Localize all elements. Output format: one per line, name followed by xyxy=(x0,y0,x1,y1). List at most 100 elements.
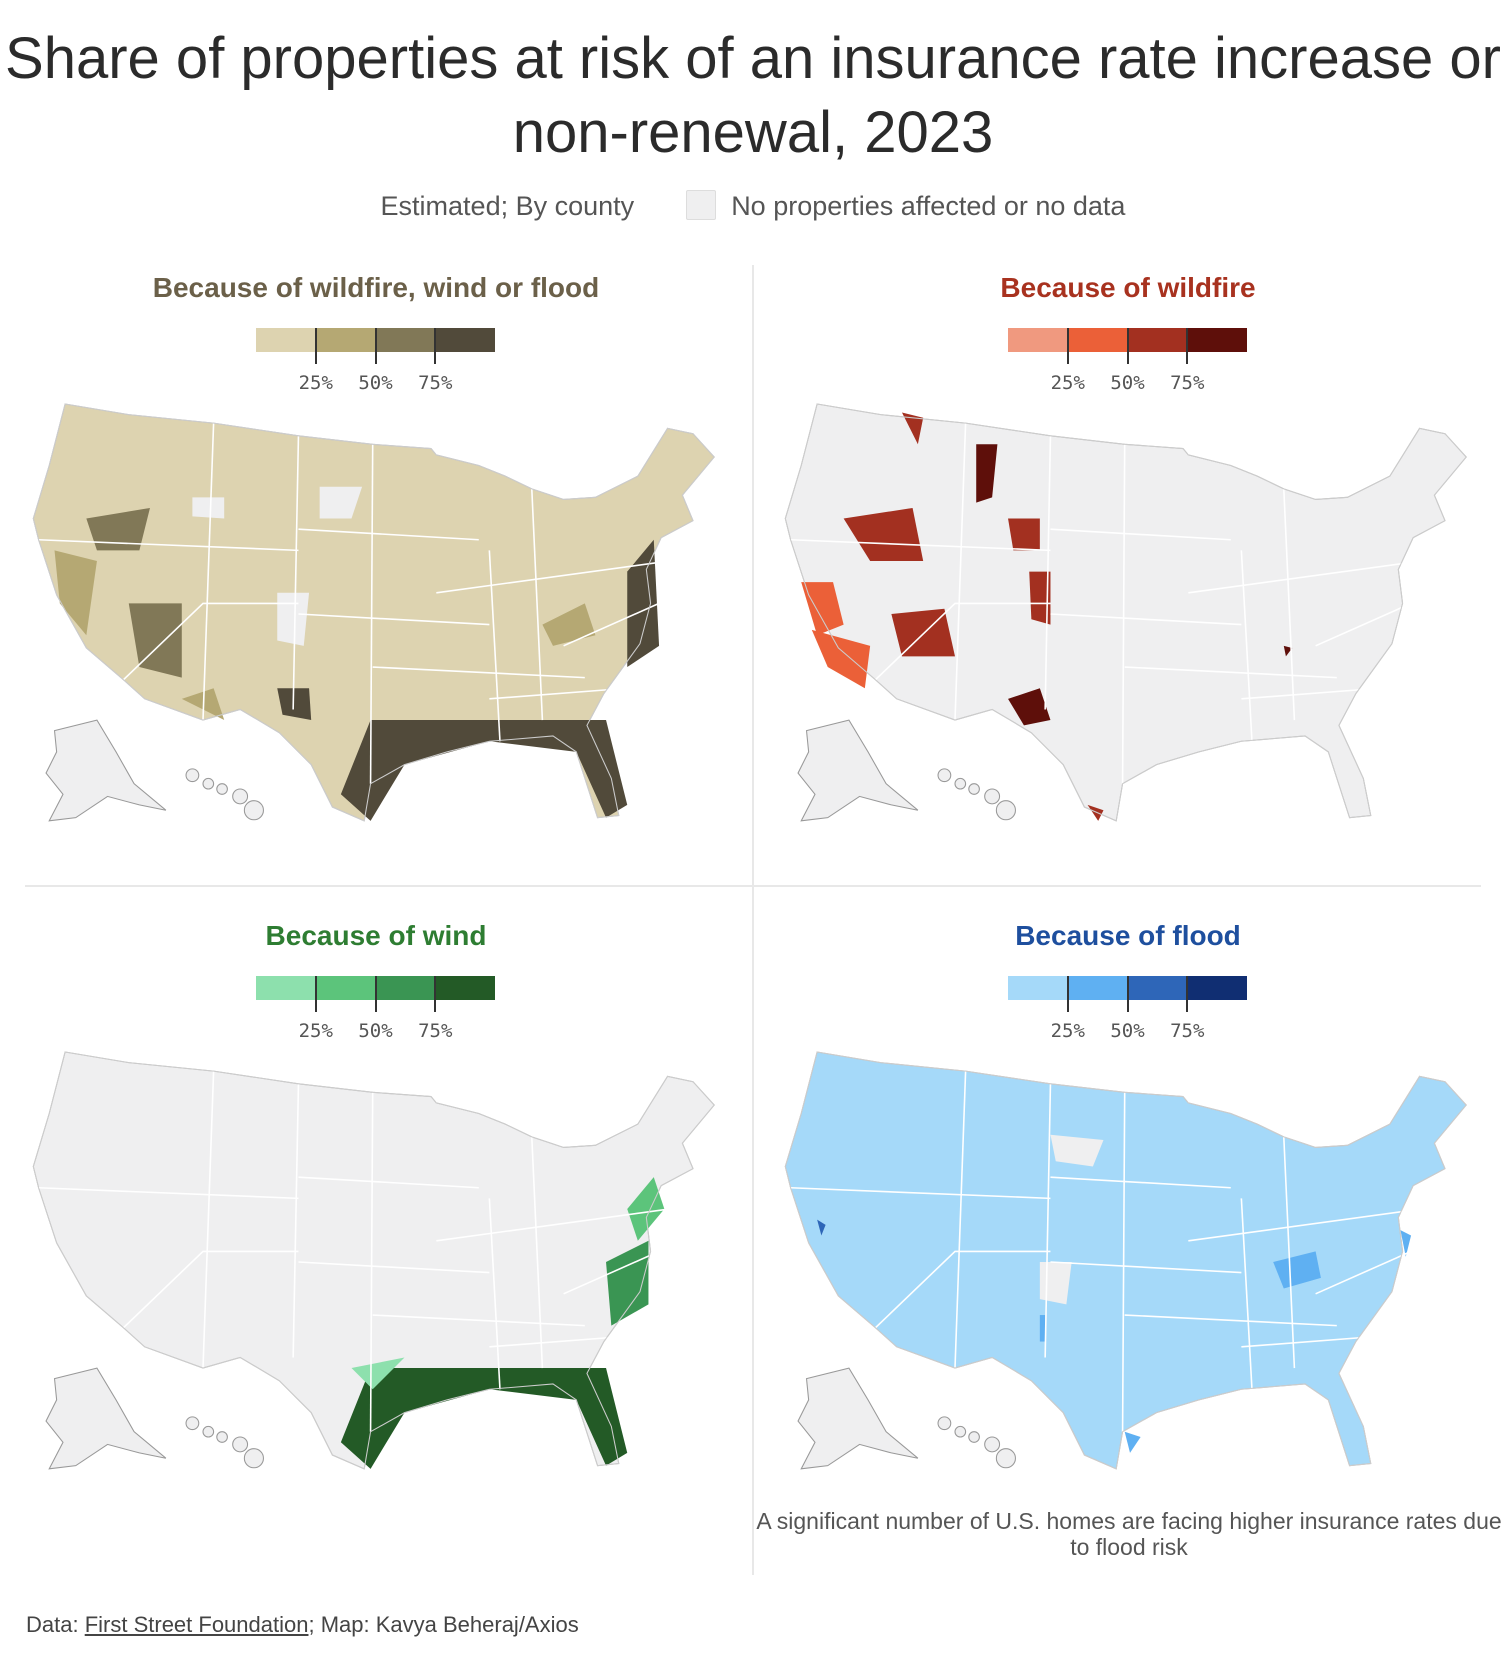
hawaii-island xyxy=(937,1416,952,1431)
risk-region xyxy=(976,444,998,503)
legend-tick xyxy=(374,328,377,364)
state-border xyxy=(1050,613,1242,626)
legend-tick xyxy=(314,976,317,1012)
state-border xyxy=(874,602,1051,681)
hawaii-island xyxy=(243,800,264,821)
state-border xyxy=(369,1092,374,1432)
state-border xyxy=(38,1186,299,1200)
risk-region xyxy=(1039,1315,1046,1342)
legend-tick-label: 75% xyxy=(1170,1020,1205,1042)
state-border xyxy=(954,1071,967,1369)
risk-region xyxy=(1008,688,1051,726)
legend-swatch xyxy=(315,976,376,1000)
hawaii-island xyxy=(243,1448,264,1469)
legend-swatch xyxy=(435,976,495,1000)
state-border xyxy=(1241,1335,1380,1348)
legend-tick xyxy=(374,976,377,1012)
risk-region xyxy=(1029,571,1051,625)
hawaii-island xyxy=(216,1431,228,1443)
legend-tick-label: 50% xyxy=(358,1020,393,1042)
state-border xyxy=(488,550,501,742)
footer: Data: First Street Foundation; Map: Kavy… xyxy=(26,1612,579,1638)
vertical-divider xyxy=(752,265,754,1575)
legend-swatch xyxy=(1187,976,1247,1000)
state-border xyxy=(1050,1176,1231,1189)
state-border xyxy=(202,423,215,721)
risk-region xyxy=(1087,804,1104,821)
risk-region xyxy=(1008,518,1040,551)
risk-region xyxy=(811,629,871,689)
legend-tick-label: 25% xyxy=(1050,1020,1085,1042)
legend-tick-label: 25% xyxy=(298,372,333,394)
state-border xyxy=(1188,560,1422,594)
legend-swatch xyxy=(1187,328,1247,352)
hawaii-island xyxy=(185,768,200,783)
state-border xyxy=(530,488,544,721)
risk-region xyxy=(627,539,660,668)
contiguous-us xyxy=(784,403,1467,822)
legend-tick-label: 50% xyxy=(358,372,393,394)
state-border xyxy=(790,538,1051,552)
legend-swatch xyxy=(435,328,495,352)
legend-tick-label: 25% xyxy=(1050,372,1085,394)
source-link[interactable]: First Street Foundation xyxy=(84,1612,309,1637)
risk-region xyxy=(86,507,150,551)
map-panel: Because of wind 25% 50% 75% xyxy=(0,920,752,1540)
alaska xyxy=(45,1367,167,1470)
state-border xyxy=(202,1071,215,1369)
state-border xyxy=(298,528,479,541)
risk-region xyxy=(340,720,628,821)
state-border xyxy=(874,1250,1051,1329)
hawaii-island xyxy=(968,783,980,795)
state-border xyxy=(1241,687,1380,700)
legend-tick xyxy=(1066,328,1069,364)
legend-tick xyxy=(434,976,437,1012)
risk-region xyxy=(351,1357,405,1390)
state-border xyxy=(1188,1208,1422,1242)
contiguous-us xyxy=(784,1051,1467,1470)
hawaii-island xyxy=(216,783,228,795)
panel-title: Because of wildfire xyxy=(1000,272,1256,303)
hawaii-island xyxy=(984,788,1001,805)
us-county-map xyxy=(32,1051,715,1470)
no-data-area xyxy=(1039,1262,1072,1305)
legend-swatch xyxy=(1008,328,1068,352)
state-border xyxy=(436,560,670,594)
legend-bar xyxy=(1008,976,1247,1000)
alaska xyxy=(797,1367,919,1470)
legend-swatch xyxy=(256,976,316,1000)
state-border xyxy=(122,1250,299,1329)
state-border xyxy=(369,444,374,784)
map-panel: Because of flood 25% 50% 75% xyxy=(752,920,1504,1540)
risk-region xyxy=(1400,1230,1412,1257)
risk-region xyxy=(843,507,924,561)
risk-region xyxy=(340,1368,628,1469)
panel-title: Because of wildfire, wind or flood xyxy=(152,272,600,303)
legend-swatch xyxy=(375,328,436,352)
legend-swatch xyxy=(1127,328,1188,352)
legend-tick-label: 25% xyxy=(298,1020,333,1042)
hawaii-island xyxy=(954,777,967,790)
state-border xyxy=(1050,1261,1242,1274)
panel-title: Because of flood xyxy=(1015,920,1241,951)
hawaii-island xyxy=(232,788,249,805)
legend-tick xyxy=(1126,328,1129,364)
horizontal-divider xyxy=(25,885,1481,887)
state-border xyxy=(489,687,628,700)
hawaii-island xyxy=(995,1448,1016,1469)
risk-region xyxy=(542,603,596,646)
footer-suffix: ; Map: Kavya Beheraj/Axios xyxy=(308,1612,579,1637)
legend-swatch xyxy=(375,976,436,1000)
legend-tick-label: 75% xyxy=(418,1020,453,1042)
hawaii-island xyxy=(995,800,1016,821)
state-border xyxy=(1282,1136,1296,1369)
legend-swatch xyxy=(256,328,316,352)
no-data-area xyxy=(1050,1134,1104,1167)
state-border xyxy=(292,435,300,710)
subtitle-row: Estimated; By county No properties affec… xyxy=(0,190,1506,222)
state-border xyxy=(298,613,490,626)
alaska xyxy=(45,719,167,822)
state-border xyxy=(530,1136,544,1369)
state-border xyxy=(1044,435,1052,710)
legend-swatch xyxy=(315,328,376,352)
